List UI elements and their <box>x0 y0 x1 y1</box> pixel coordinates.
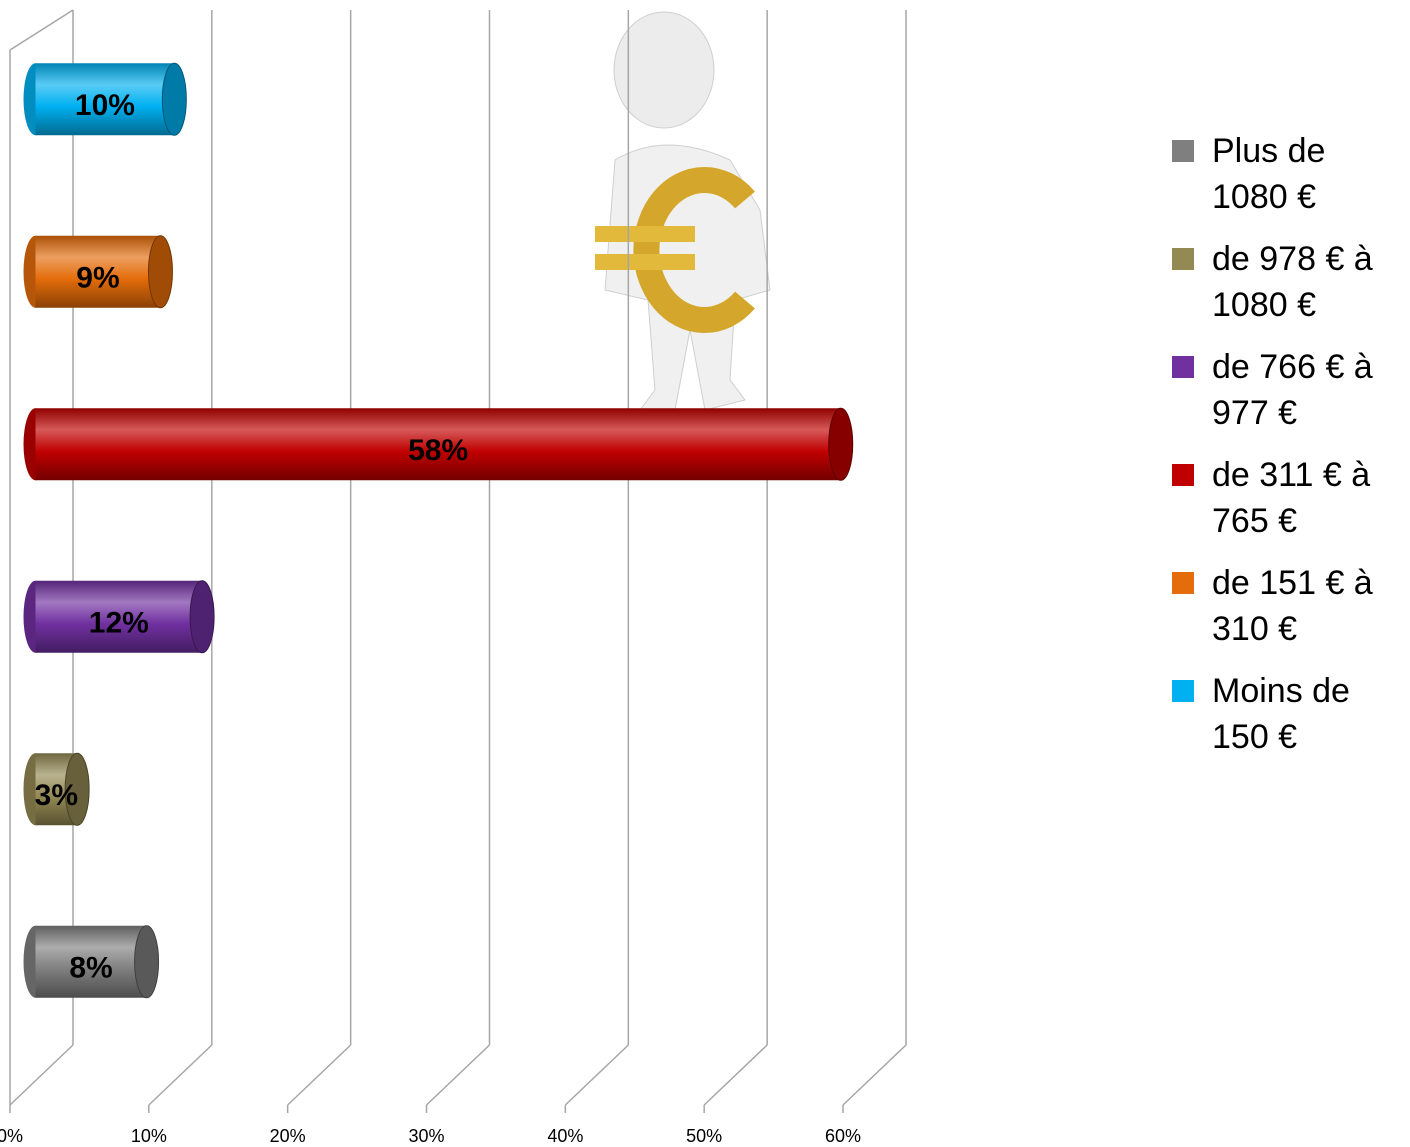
bar-cap <box>148 236 172 308</box>
bar-cap <box>829 408 853 480</box>
x-tick-label: 0% <box>0 1126 23 1146</box>
legend-entry: Plus de 1080 € <box>1172 128 1402 220</box>
bar-cap <box>135 926 159 998</box>
legend-entry: de 978 € à 1080 € <box>1172 236 1402 328</box>
page: 0% 10% 20% 30% 40% 50% 60% 8% 3% 12% 58% 9% 10% Plus… <box>0 0 1410 1147</box>
legend-entry: de 311 € à 765 € <box>1172 452 1402 544</box>
legend-label: de 978 € à 1080 € <box>1212 236 1392 328</box>
legend-swatch <box>1172 140 1194 162</box>
x-tick-label: 60% <box>825 1126 861 1146</box>
legend-swatch <box>1172 464 1194 486</box>
data-label: 12% <box>89 607 149 640</box>
legend-entry: Moins de 150 € <box>1172 668 1402 760</box>
data-label: 9% <box>76 262 119 295</box>
legend-entry: de 766 € à 977 € <box>1172 344 1402 436</box>
floor-line <box>288 1045 351 1105</box>
floor-line <box>149 1045 212 1105</box>
data-label: 3% <box>35 779 78 812</box>
euro-figure <box>565 12 805 432</box>
floor-line <box>10 1045 73 1105</box>
data-label: 10% <box>75 89 135 122</box>
legend-label: Plus de 1080 € <box>1212 128 1392 220</box>
data-label: 8% <box>69 952 112 985</box>
x-tick-label: 20% <box>270 1126 306 1146</box>
legend-swatch <box>1172 356 1194 378</box>
floor-line <box>427 1045 490 1105</box>
bar-cap <box>190 581 214 653</box>
floor-line <box>704 1045 767 1105</box>
legend: Plus de 1080 € de 978 € à 1080 € de 766 € … <box>1172 128 1402 776</box>
x-tick-label: 50% <box>686 1126 722 1146</box>
legend-label: Moins de 150 € <box>1212 668 1392 760</box>
legend-swatch <box>1172 248 1194 270</box>
legend-entry: de 151 € à 310 € <box>1172 560 1402 652</box>
legend-label: de 766 € à 977 € <box>1212 344 1392 436</box>
legend-swatch <box>1172 572 1194 594</box>
legend-swatch <box>1172 680 1194 702</box>
x-tick-label: 30% <box>408 1126 444 1146</box>
x-tick-label: 10% <box>131 1126 167 1146</box>
x-tick-label: 40% <box>547 1126 583 1146</box>
legend-label: de 151 € à 310 € <box>1212 560 1392 652</box>
data-label: 58% <box>408 434 468 467</box>
floor-line <box>843 1045 906 1105</box>
floor-line <box>565 1045 628 1105</box>
bar-cap <box>162 63 186 135</box>
legend-label: de 311 € à 765 € <box>1212 452 1392 544</box>
